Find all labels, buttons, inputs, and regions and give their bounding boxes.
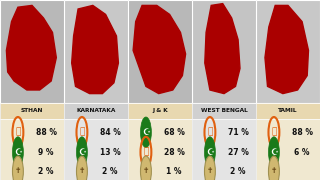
Text: 2 %: 2 % <box>102 167 118 176</box>
FancyBboxPatch shape <box>128 119 192 180</box>
Text: 84 %: 84 % <box>100 128 121 137</box>
Polygon shape <box>265 5 308 94</box>
Text: ✝: ✝ <box>271 166 277 175</box>
Circle shape <box>204 156 215 180</box>
Circle shape <box>12 137 23 167</box>
Text: 68 %: 68 % <box>164 128 185 137</box>
Text: ☪: ☪ <box>142 128 150 137</box>
Text: ॐ: ॐ <box>143 148 148 157</box>
FancyBboxPatch shape <box>0 119 64 180</box>
Circle shape <box>140 117 151 148</box>
Polygon shape <box>205 4 240 94</box>
Text: ॐ: ॐ <box>79 128 84 137</box>
FancyBboxPatch shape <box>256 119 320 180</box>
FancyBboxPatch shape <box>0 103 64 119</box>
Text: 1 %: 1 % <box>166 167 182 176</box>
Text: STHAN: STHAN <box>21 108 43 113</box>
FancyBboxPatch shape <box>192 0 256 103</box>
Text: 2 %: 2 % <box>38 167 54 176</box>
Circle shape <box>204 137 215 167</box>
Text: 88 %: 88 % <box>292 128 313 137</box>
Text: ॐ: ॐ <box>15 128 20 137</box>
Text: ✝: ✝ <box>143 166 149 175</box>
Text: ॐ: ॐ <box>271 128 276 137</box>
Polygon shape <box>6 5 56 90</box>
FancyBboxPatch shape <box>256 0 320 103</box>
FancyBboxPatch shape <box>64 103 128 119</box>
Text: ✝: ✝ <box>15 166 21 175</box>
FancyBboxPatch shape <box>128 0 192 103</box>
Circle shape <box>12 156 23 180</box>
Text: 71 %: 71 % <box>228 128 249 137</box>
Text: KARNATAKA: KARNATAKA <box>76 108 116 113</box>
Text: 2 %: 2 % <box>230 167 246 176</box>
Text: ॐ: ॐ <box>207 128 212 137</box>
Polygon shape <box>72 5 118 94</box>
FancyBboxPatch shape <box>128 103 192 119</box>
Text: ✝: ✝ <box>207 166 213 175</box>
FancyBboxPatch shape <box>0 0 64 103</box>
Text: WEST BENGAL: WEST BENGAL <box>201 108 247 113</box>
Text: J & K: J & K <box>152 108 168 113</box>
Text: TAMIL: TAMIL <box>278 108 298 113</box>
Text: 27 %: 27 % <box>228 148 249 157</box>
Text: ✝: ✝ <box>79 166 85 175</box>
Text: ☪: ☪ <box>206 148 214 157</box>
FancyBboxPatch shape <box>256 103 320 119</box>
Text: 9 %: 9 % <box>38 148 54 157</box>
Polygon shape <box>133 5 186 94</box>
Text: 13 %: 13 % <box>100 148 120 157</box>
Text: ☪: ☪ <box>14 148 22 157</box>
Text: 28 %: 28 % <box>164 148 185 157</box>
FancyBboxPatch shape <box>192 119 256 180</box>
Circle shape <box>76 137 87 167</box>
FancyBboxPatch shape <box>64 0 128 103</box>
FancyBboxPatch shape <box>192 103 256 119</box>
Text: ☪: ☪ <box>78 148 86 157</box>
Circle shape <box>140 156 151 180</box>
Text: 6 %: 6 % <box>294 148 310 157</box>
Circle shape <box>76 156 87 180</box>
Text: ☪: ☪ <box>270 148 278 157</box>
Circle shape <box>268 137 279 167</box>
Circle shape <box>268 156 279 180</box>
FancyBboxPatch shape <box>64 119 128 180</box>
Text: 88 %: 88 % <box>36 128 57 137</box>
